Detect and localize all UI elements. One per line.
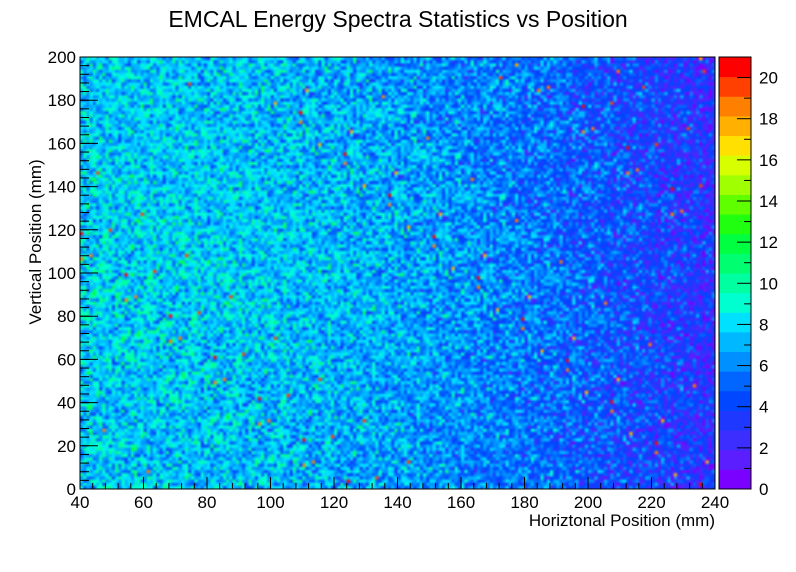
color-bar-segment	[719, 312, 751, 333]
color-bar-segment	[719, 135, 751, 156]
z-tick-label: 18	[759, 110, 778, 129]
color-bar-segment	[719, 371, 751, 392]
x-tick-label: 80	[198, 493, 217, 512]
x-tick-label: 220	[637, 493, 665, 512]
chart-title: EMCAL Energy Spectra Statistics vs Posit…	[168, 6, 627, 32]
color-bar-segment	[719, 57, 751, 78]
color-scale-bar: 0 2 4 6 8 10 12 14 16 18 20	[718, 56, 778, 499]
z-tick-label: 4	[759, 398, 768, 417]
color-bar-segment	[719, 174, 751, 195]
y-tick-label: 20	[57, 437, 76, 456]
x-tick-label: 160	[447, 493, 475, 512]
z-tick-label: 2	[759, 439, 768, 458]
y-tick-label: 180	[48, 91, 76, 110]
z-tick-label: 14	[759, 192, 778, 211]
z-tick-label: 16	[759, 151, 778, 170]
color-bar-segment	[719, 331, 751, 353]
color-bar-segment	[719, 76, 751, 97]
heatmap-cell-raster	[80, 57, 715, 489]
z-tick-label: 8	[759, 315, 768, 334]
y-axis-label: Vertical Position (mm)	[26, 159, 45, 324]
z-tick-label: 6	[759, 357, 768, 376]
y-tick-label: 100	[48, 264, 76, 283]
y-tick-label: 60	[57, 350, 76, 369]
y-tick-label: 160	[48, 134, 76, 153]
color-bar-segment	[719, 253, 751, 274]
x-tick-label: 120	[320, 493, 348, 512]
y-tick-label: 0	[67, 480, 76, 499]
color-bar-frame	[718, 56, 752, 490]
color-bar-segment	[719, 351, 751, 372]
color-bar-segment	[719, 390, 751, 411]
color-bar-segment	[719, 233, 751, 254]
x-tick-label: 40	[71, 493, 90, 512]
color-bar-segment	[719, 273, 751, 294]
color-bar-segment	[719, 214, 751, 235]
z-tick-label: 20	[759, 69, 778, 88]
heatmap-cells	[80, 57, 715, 489]
x-axis: 40 60 80 100 120 140 160 180 200 220 240	[71, 477, 729, 512]
z-tick-label: 0	[759, 480, 768, 499]
y-tick-label: 80	[57, 307, 76, 326]
color-bar-segment	[719, 194, 751, 215]
x-tick-label: 240	[701, 493, 729, 512]
y-tick-label: 40	[57, 394, 76, 413]
x-tick-label: 60	[134, 493, 153, 512]
x-axis-label: Horiztonal Position (mm)	[529, 511, 715, 530]
x-tick-label: 180	[510, 493, 538, 512]
color-bar-segment	[719, 292, 751, 313]
color-bar-segment	[719, 115, 751, 137]
y-tick-label: 200	[48, 48, 76, 67]
y-tick-label: 140	[48, 178, 76, 197]
y-axis: 0 20 40 60 80 100 120 140 160 180 200	[48, 48, 98, 499]
color-bar-segment	[719, 469, 751, 490]
color-bar-segment	[719, 410, 751, 431]
color-bar-segment	[719, 430, 751, 451]
z-tick-label: 10	[759, 274, 778, 293]
y-tick-label: 120	[48, 221, 76, 240]
x-tick-label: 140	[383, 493, 411, 512]
color-bar-segment	[719, 449, 751, 470]
color-bar-segment	[719, 155, 751, 176]
x-tick-label: 100	[256, 493, 284, 512]
x-tick-label: 200	[574, 493, 602, 512]
z-tick-label: 12	[759, 233, 778, 252]
color-bar-segment	[719, 96, 751, 117]
